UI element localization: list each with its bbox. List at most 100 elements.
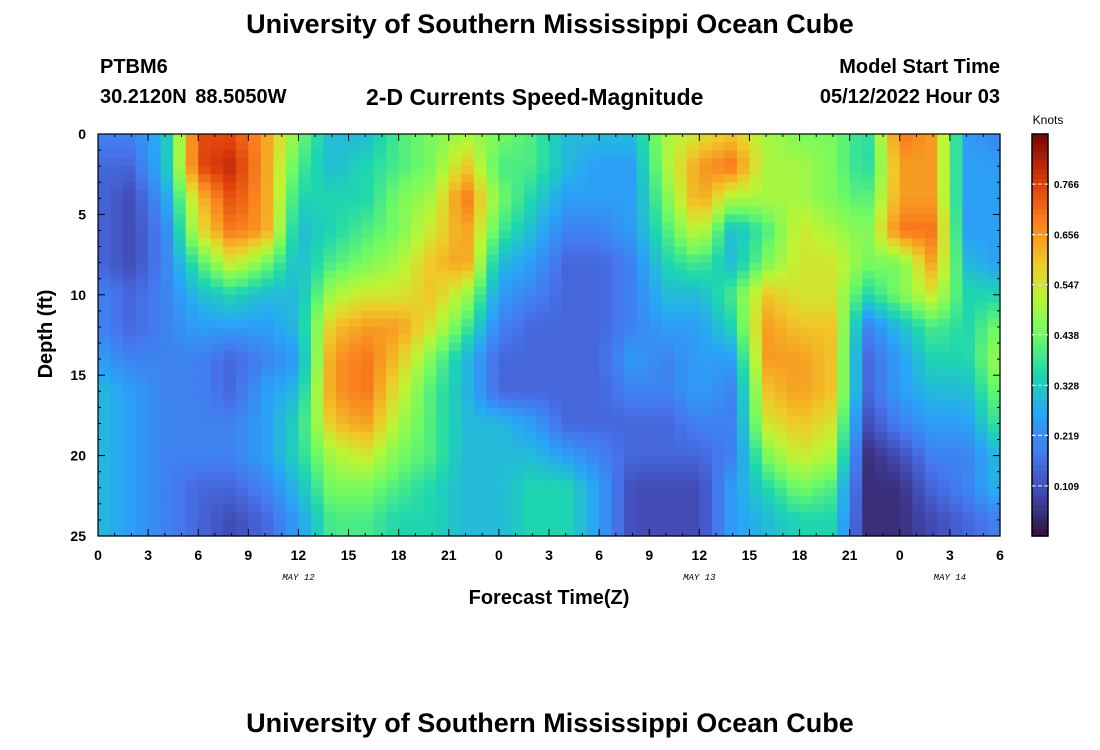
colorbar-segment bbox=[1032, 490, 1048, 497]
heatmap-cell bbox=[223, 166, 237, 175]
heatmap-cell bbox=[298, 479, 312, 489]
heatmap-cell bbox=[812, 278, 826, 288]
heatmap-cell bbox=[361, 246, 375, 256]
heatmap-cell bbox=[661, 343, 675, 352]
heatmap-cell bbox=[862, 190, 876, 199]
heatmap-cell bbox=[937, 367, 951, 376]
heatmap-cell bbox=[235, 302, 249, 312]
heatmap-cell bbox=[486, 527, 500, 537]
heatmap-cell bbox=[298, 318, 312, 328]
heatmap-cell bbox=[574, 335, 588, 344]
heatmap-cell bbox=[912, 134, 926, 143]
heatmap-cell bbox=[862, 351, 876, 360]
heatmap-cell bbox=[799, 431, 813, 441]
heatmap-cell bbox=[686, 463, 700, 473]
heatmap-cell bbox=[398, 246, 412, 256]
heatmap-cell bbox=[674, 423, 688, 433]
heatmap-cell bbox=[386, 198, 400, 207]
heatmap-cell bbox=[198, 431, 212, 441]
heatmap-cell bbox=[949, 343, 964, 352]
heatmap-cell bbox=[223, 286, 237, 296]
heatmap-cell bbox=[561, 318, 575, 328]
heatmap-cell bbox=[273, 335, 287, 344]
colorbar-segment bbox=[1032, 450, 1048, 457]
heatmap-cell bbox=[210, 495, 224, 505]
heatmap-cell bbox=[937, 375, 951, 384]
heatmap-cell bbox=[123, 270, 137, 280]
heatmap-cell bbox=[386, 190, 400, 199]
heatmap-cell bbox=[649, 286, 663, 296]
heatmap-cell bbox=[787, 166, 801, 175]
heatmap-cell bbox=[135, 262, 149, 272]
heatmap-cell bbox=[561, 166, 575, 175]
heatmap-cell bbox=[899, 278, 913, 288]
heatmap-cell bbox=[599, 230, 613, 240]
heatmap-cell bbox=[661, 206, 675, 215]
heatmap-cell bbox=[636, 503, 650, 513]
heatmap-cell bbox=[248, 431, 262, 441]
heatmap-cell bbox=[336, 294, 350, 304]
heatmap-cell bbox=[574, 326, 588, 336]
heatmap-cell bbox=[649, 326, 663, 336]
heatmap-cell bbox=[724, 158, 738, 167]
heatmap-cell bbox=[498, 423, 513, 433]
heatmap-cell bbox=[348, 278, 362, 288]
heatmap-cell bbox=[323, 415, 337, 425]
heatmap-cell bbox=[736, 222, 751, 232]
heatmap-cell bbox=[310, 182, 325, 191]
heatmap-cell bbox=[711, 399, 725, 408]
heatmap-cell bbox=[123, 479, 137, 489]
heatmap-cell bbox=[386, 455, 400, 465]
heatmap-cell bbox=[749, 519, 763, 529]
heatmap-cell bbox=[887, 286, 901, 296]
heatmap-cell bbox=[987, 511, 1001, 521]
heatmap-cell bbox=[586, 511, 600, 521]
heatmap-cell bbox=[974, 343, 989, 352]
heatmap-cell bbox=[210, 246, 224, 256]
heatmap-cell bbox=[849, 431, 863, 441]
heatmap-cell bbox=[185, 495, 199, 505]
heatmap-cell bbox=[260, 326, 274, 336]
heatmap-cell bbox=[761, 142, 776, 151]
heatmap-cell bbox=[436, 463, 450, 473]
heatmap-cell bbox=[549, 206, 563, 215]
heatmap-cell bbox=[649, 375, 663, 384]
heatmap-cell bbox=[661, 174, 675, 183]
heatmap-cell bbox=[599, 246, 613, 256]
heatmap-cell bbox=[937, 246, 951, 256]
heatmap-cell bbox=[511, 310, 525, 320]
heatmap-cell bbox=[686, 383, 700, 392]
heatmap-cell bbox=[235, 471, 249, 481]
heatmap-cell bbox=[899, 150, 913, 159]
heatmap-cell bbox=[711, 286, 725, 296]
heatmap-cell bbox=[711, 471, 725, 481]
heatmap-cell bbox=[285, 222, 300, 232]
heatmap-cell bbox=[348, 423, 362, 433]
heatmap-cell bbox=[373, 230, 387, 240]
heatmap-cell bbox=[285, 190, 300, 199]
heatmap-cell bbox=[599, 286, 613, 296]
heatmap-cell bbox=[874, 142, 888, 151]
heatmap-cell bbox=[736, 423, 751, 433]
heatmap-cell bbox=[824, 294, 838, 304]
heatmap-cell bbox=[724, 447, 738, 457]
heatmap-cell bbox=[624, 254, 638, 264]
heatmap-cell bbox=[586, 246, 600, 256]
heatmap-cell bbox=[624, 278, 638, 288]
colorbar-tick-label: 0.656 bbox=[1054, 231, 1079, 242]
heatmap-cell bbox=[448, 383, 462, 392]
heatmap-cell bbox=[423, 158, 437, 167]
heatmap-cell bbox=[198, 383, 212, 392]
heatmap-cell bbox=[223, 310, 237, 320]
heatmap-cell bbox=[699, 455, 713, 465]
heatmap-cell bbox=[812, 158, 826, 167]
heatmap-cell bbox=[949, 511, 964, 521]
heatmap-cell bbox=[799, 254, 813, 264]
heatmap-cell bbox=[699, 487, 713, 497]
colorbar-segment bbox=[1032, 249, 1048, 256]
heatmap-cell bbox=[398, 222, 412, 232]
heatmap-cell bbox=[235, 278, 249, 288]
heatmap-cell bbox=[423, 270, 437, 280]
heatmap-cell bbox=[235, 391, 249, 400]
heatmap-cell bbox=[398, 326, 412, 336]
